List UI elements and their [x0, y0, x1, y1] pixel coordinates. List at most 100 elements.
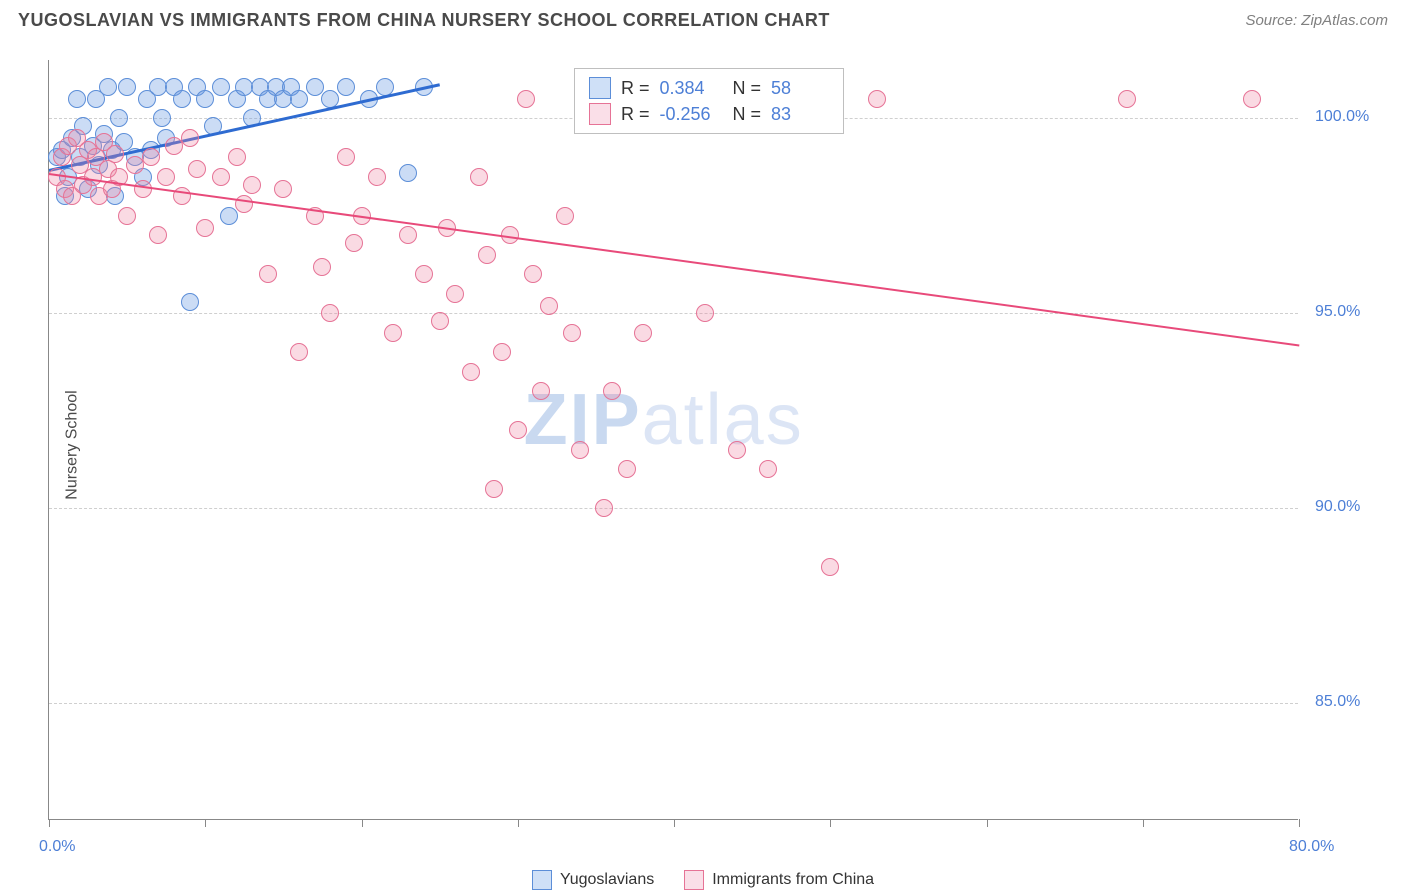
data-point — [368, 168, 386, 186]
data-point — [493, 343, 511, 361]
data-point — [431, 312, 449, 330]
bottom-legend: Yugoslavians Immigrants from China — [0, 870, 1406, 890]
data-point — [603, 382, 621, 400]
y-tick-label: 85.0% — [1315, 693, 1360, 711]
x-tick-mark — [674, 819, 675, 827]
data-point — [509, 421, 527, 439]
x-tick-mark — [1143, 819, 1144, 827]
stats-row: R = 0.384 N = 58 — [589, 75, 829, 101]
data-point — [384, 324, 402, 342]
stats-n-label: N = — [728, 78, 762, 99]
data-point — [220, 207, 238, 225]
legend-item-yugoslavians: Yugoslavians — [532, 870, 654, 890]
data-point — [99, 78, 117, 96]
data-point — [563, 324, 581, 342]
y-tick-label: 90.0% — [1315, 498, 1360, 516]
x-tick-label: 0.0% — [39, 838, 75, 856]
data-point — [153, 109, 171, 127]
data-point — [540, 297, 558, 315]
data-point — [524, 265, 542, 283]
data-point — [337, 148, 355, 166]
data-point — [868, 90, 886, 108]
gridline — [49, 313, 1298, 314]
stats-r-value: -0.256 — [660, 104, 718, 125]
data-point — [1118, 90, 1136, 108]
data-point — [415, 265, 433, 283]
chart-container: Nursery School ZIPatlas 85.0%90.0%95.0%1… — [18, 50, 1388, 840]
data-point — [337, 78, 355, 96]
data-point — [110, 109, 128, 127]
data-point — [118, 78, 136, 96]
stats-n-value: 58 — [771, 78, 829, 99]
data-point — [306, 78, 324, 96]
data-point — [821, 558, 839, 576]
data-point — [243, 176, 261, 194]
stats-n-label: N = — [728, 104, 762, 125]
data-point — [290, 90, 308, 108]
data-point — [399, 164, 417, 182]
legend-label: Yugoslavians — [560, 871, 654, 889]
data-point — [149, 226, 167, 244]
data-point — [321, 304, 339, 322]
x-tick-mark — [362, 819, 363, 827]
data-point — [485, 480, 503, 498]
data-point — [618, 460, 636, 478]
data-point — [517, 90, 535, 108]
stats-swatch-icon — [589, 103, 611, 125]
stats-r-value: 0.384 — [660, 78, 718, 99]
stats-r-label: R = — [621, 78, 650, 99]
x-tick-mark — [830, 819, 831, 827]
data-point — [173, 90, 191, 108]
data-point — [634, 324, 652, 342]
data-point — [212, 78, 230, 96]
data-point — [235, 195, 253, 213]
gridline — [49, 508, 1298, 509]
legend-label: Immigrants from China — [712, 871, 874, 889]
data-point — [181, 293, 199, 311]
data-point — [290, 343, 308, 361]
data-point — [462, 363, 480, 381]
chart-title: YUGOSLAVIAN VS IMMIGRANTS FROM CHINA NUR… — [18, 10, 830, 31]
stats-box: R = 0.384 N = 58 R = -0.256 N = 83 — [574, 68, 844, 134]
x-tick-mark — [518, 819, 519, 827]
data-point — [446, 285, 464, 303]
x-tick-mark — [987, 819, 988, 827]
legend-swatch-icon — [684, 870, 704, 890]
data-point — [181, 129, 199, 147]
stats-n-value: 83 — [771, 104, 829, 125]
data-point — [228, 148, 246, 166]
data-point — [728, 441, 746, 459]
plot-area: ZIPatlas 85.0%90.0%95.0%100.0%0.0%80.0%R… — [48, 60, 1298, 820]
data-point — [595, 499, 613, 517]
data-point — [196, 219, 214, 237]
stats-swatch-icon — [589, 77, 611, 99]
data-point — [1243, 90, 1261, 108]
y-tick-label: 100.0% — [1315, 108, 1369, 126]
x-tick-label: 80.0% — [1289, 838, 1334, 856]
data-point — [696, 304, 714, 322]
x-tick-mark — [1299, 819, 1300, 827]
data-point — [478, 246, 496, 264]
data-point — [68, 90, 86, 108]
data-point — [399, 226, 417, 244]
legend-swatch-icon — [532, 870, 552, 890]
stats-r-label: R = — [621, 104, 650, 125]
data-point — [532, 382, 550, 400]
chart-header: YUGOSLAVIAN VS IMMIGRANTS FROM CHINA NUR… — [0, 0, 1406, 37]
y-tick-label: 95.0% — [1315, 303, 1360, 321]
data-point — [556, 207, 574, 225]
chart-source: Source: ZipAtlas.com — [1245, 12, 1388, 29]
data-point — [571, 441, 589, 459]
data-point — [345, 234, 363, 252]
data-point — [118, 207, 136, 225]
gridline — [49, 703, 1298, 704]
data-point — [142, 148, 160, 166]
data-point — [212, 168, 230, 186]
data-point — [759, 460, 777, 478]
x-tick-mark — [205, 819, 206, 827]
legend-item-china: Immigrants from China — [684, 870, 874, 890]
x-tick-mark — [49, 819, 50, 827]
watermark: ZIPatlas — [524, 379, 804, 461]
trend-line — [49, 173, 1299, 346]
stats-row: R = -0.256 N = 83 — [589, 101, 829, 127]
